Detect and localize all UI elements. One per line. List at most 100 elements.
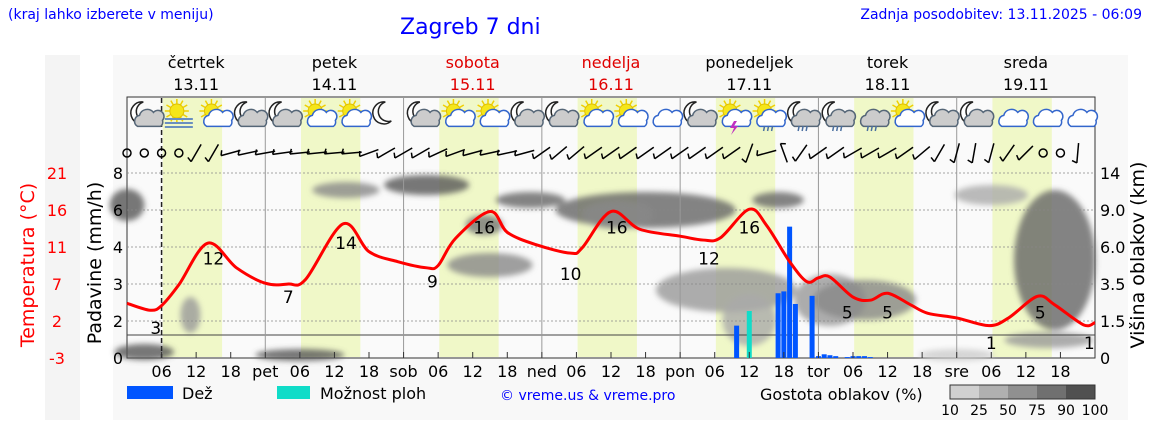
wind-barb-icon xyxy=(618,146,637,160)
cloud-shape xyxy=(341,108,373,128)
barb-tick xyxy=(410,152,413,159)
sun-ray xyxy=(166,113,172,118)
barb-staff xyxy=(933,143,946,163)
copyright-link[interactable]: © vreme.us & vreme.pro xyxy=(500,388,675,404)
wind-calm-icon xyxy=(156,148,167,158)
sun-ray xyxy=(477,104,483,109)
rain-bar xyxy=(827,355,833,358)
x-tick-label: 18 xyxy=(359,362,379,381)
temperature-tick: 2 xyxy=(52,312,62,331)
cloud-scale-swatch xyxy=(979,385,1008,399)
day-date: 19.11 xyxy=(1003,75,1049,94)
barb-tick xyxy=(704,153,708,159)
cloud-rain-icon xyxy=(859,108,891,132)
barb-staff xyxy=(619,146,637,160)
sun-ray xyxy=(338,113,345,118)
cloud-shape xyxy=(825,108,857,128)
wind-barb-icon xyxy=(635,146,655,160)
barb-staff xyxy=(794,144,808,162)
barb-staff xyxy=(324,151,345,155)
temperature-label: 1 xyxy=(986,334,997,354)
cloud-scale-swatch xyxy=(950,385,979,399)
precip-tick: 6 xyxy=(113,201,123,220)
barb-staff xyxy=(359,148,379,158)
sun-cloud-icon xyxy=(890,99,926,128)
cloud-blob xyxy=(384,175,470,195)
barb-staff xyxy=(220,149,241,157)
barb-tick xyxy=(583,153,587,159)
cloud-icon xyxy=(1067,108,1099,128)
wind-barb-icon xyxy=(341,148,362,155)
sun-ray xyxy=(217,104,223,109)
sun-ray xyxy=(594,100,599,106)
wind-barb-icon xyxy=(791,144,808,162)
barb-staff xyxy=(688,146,707,160)
sun-ray xyxy=(753,104,759,109)
barb-tick xyxy=(496,149,500,156)
barb-tick xyxy=(912,154,916,160)
sun-ray xyxy=(767,100,772,106)
cloud-shape xyxy=(583,108,615,128)
wind-calm-icon xyxy=(174,148,184,158)
barb-staff xyxy=(843,147,863,159)
sun-ray xyxy=(320,104,326,109)
x-tick-label: 12 xyxy=(324,362,344,381)
sun-ray xyxy=(493,104,499,109)
barb-tick xyxy=(531,153,535,159)
x-tick-label: 12 xyxy=(739,362,759,381)
barb-staff xyxy=(255,150,276,156)
barb-tick xyxy=(566,154,570,160)
barb-staff xyxy=(756,149,777,157)
barb-staff xyxy=(480,150,500,156)
wind-barb-icon xyxy=(237,149,258,156)
x-tick-label: 06 xyxy=(428,362,448,381)
cloud-blob xyxy=(655,268,797,312)
barb-tick xyxy=(549,154,553,160)
sun-ray xyxy=(753,113,759,118)
wind-calm-icon xyxy=(1055,148,1066,158)
moon-icon xyxy=(372,101,392,125)
barb-staff xyxy=(190,143,202,163)
barb-tick xyxy=(741,158,747,163)
showers-legend-label: Možnost ploh xyxy=(320,384,426,403)
barb-staff xyxy=(272,150,293,156)
barb-staff xyxy=(914,145,931,161)
cloud-scale-swatch xyxy=(1008,385,1037,399)
x-tick-label: 06 xyxy=(981,362,1001,381)
barb-staff xyxy=(1018,145,1034,161)
sun-cloud-icon xyxy=(337,99,373,128)
cloud-scale-label: 75 xyxy=(1028,403,1046,419)
sun-ray xyxy=(343,100,347,106)
cloud-blob xyxy=(495,192,565,208)
barb-tick xyxy=(1015,154,1020,161)
last-updated: Zadnja posodobitev: 13.11.2025 - 06:09 xyxy=(860,7,1142,23)
sun-ray xyxy=(892,113,898,118)
cloud-icon xyxy=(1032,108,1064,128)
x-tick-label: sre xyxy=(945,362,969,381)
barb-tick xyxy=(323,148,327,155)
barb-tick xyxy=(791,156,797,162)
wind-barb-icon xyxy=(549,145,568,161)
barb-staff xyxy=(878,147,897,159)
temperature-label: 10 xyxy=(560,265,582,285)
barb-tick xyxy=(462,150,465,156)
sun-ray xyxy=(629,100,633,106)
temperature-label: 5 xyxy=(842,303,853,323)
cloud-shape xyxy=(514,108,546,128)
precip-axis-title: Padavine (mm/h) xyxy=(84,182,106,345)
wind-barb-icon xyxy=(721,146,741,160)
rain-drop xyxy=(762,125,766,132)
barb-staff xyxy=(1076,142,1080,164)
x-tick-label: 06 xyxy=(566,362,586,381)
rain-bar xyxy=(734,325,740,358)
sun-ray xyxy=(179,100,184,106)
sun-ray xyxy=(304,104,310,109)
wind-barb-icon xyxy=(860,147,880,159)
x-tick-label: pon xyxy=(665,362,695,381)
x-tick-label: 12 xyxy=(186,362,206,381)
day-name: nedelja xyxy=(582,53,641,72)
barb-staff xyxy=(428,148,448,158)
barb-staff xyxy=(779,143,788,163)
cloud-shape xyxy=(687,108,718,128)
wind-barb-icon xyxy=(376,147,396,159)
